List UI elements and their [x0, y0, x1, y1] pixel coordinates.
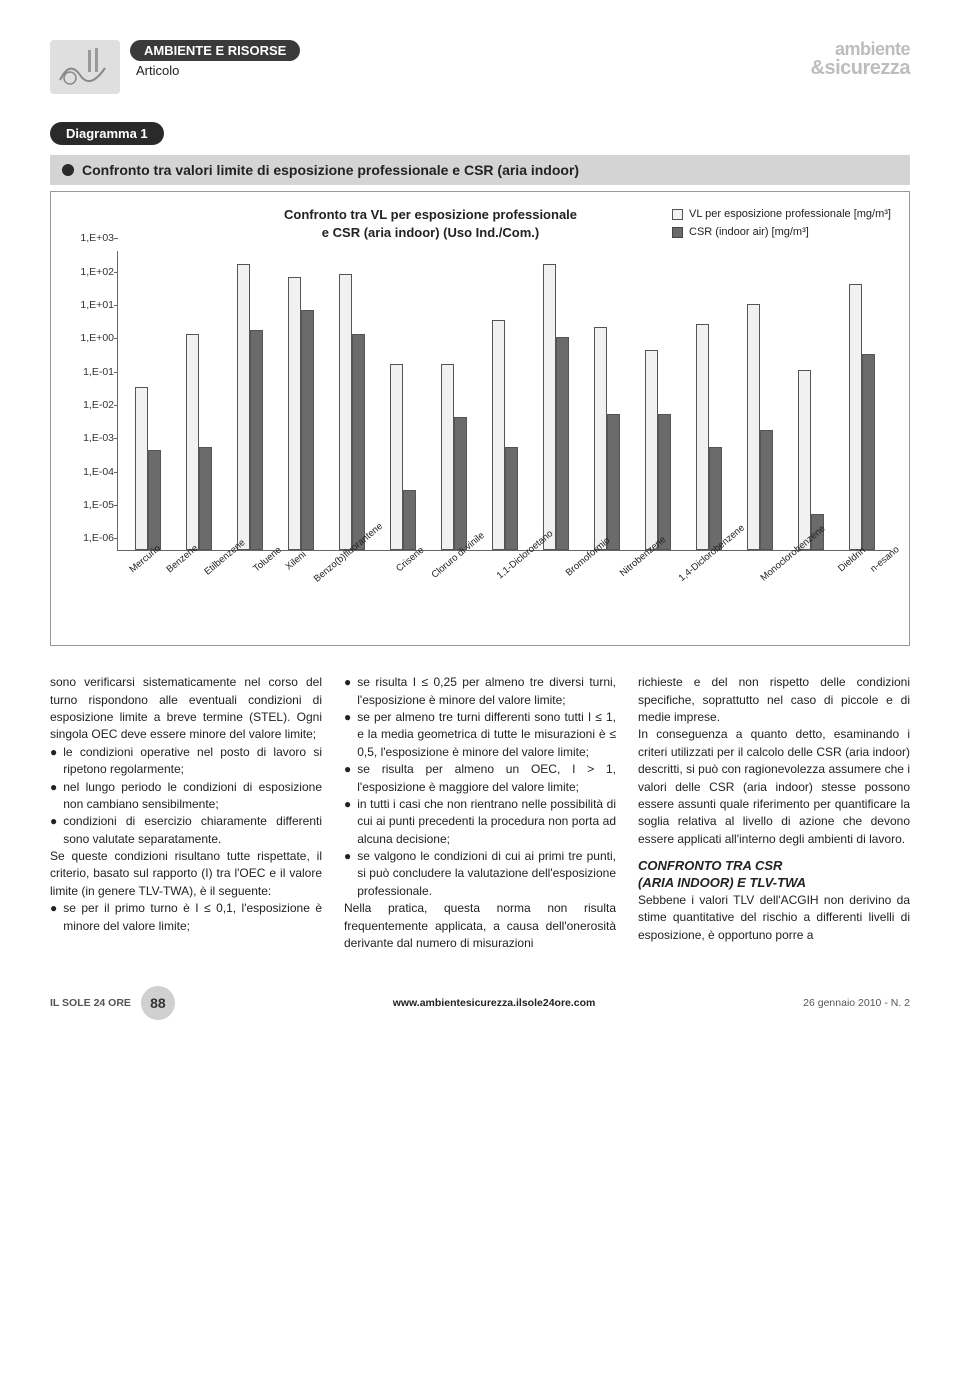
brand-logo: ambiente &sicurezza [811, 40, 911, 78]
y-tick-label: 1,E+00 [70, 332, 114, 344]
bar-vl [747, 304, 760, 551]
column-1: sono verificarsi sistematicamente nel co… [50, 674, 322, 952]
y-tick-label: 1,E-01 [70, 366, 114, 378]
bar-csr [301, 310, 314, 550]
footer-publisher: IL SOLE 24 ORE [50, 997, 131, 1009]
y-tick-label: 1,E+01 [70, 299, 114, 311]
legend-item: VL per esposizione professionale [mg/m³] [672, 206, 891, 224]
y-tick-label: 1,E-04 [70, 466, 114, 478]
bar-vl [288, 277, 301, 550]
bar-group [836, 251, 887, 550]
bar-csr [250, 330, 263, 550]
bar-group [224, 251, 275, 550]
chart-legend: VL per esposizione professionale [mg/m³]… [672, 206, 891, 241]
bar-group [479, 251, 530, 550]
bar-group [530, 251, 581, 550]
bar-group [785, 251, 836, 550]
bar-group [173, 251, 224, 550]
y-tick-label: 1,E-02 [70, 399, 114, 411]
bar-vl [135, 387, 148, 550]
bar-group [683, 251, 734, 550]
footer-url: www.ambientesicurezza.ilsole24ore.com [185, 997, 803, 1009]
bar-csr [454, 417, 467, 550]
diagram-badge: Diagramma 1 [50, 122, 164, 145]
body-text: sono verificarsi sistematicamente nel co… [50, 674, 910, 952]
bar-group [377, 251, 428, 550]
chart-container: Confronto tra VL per esposizione profess… [50, 191, 910, 646]
bar-csr [658, 414, 671, 551]
bar-vl [798, 370, 811, 550]
bar-vl [492, 320, 505, 550]
bar-vl [849, 284, 862, 551]
chart-title: Confronto tra valori limite di esposizio… [82, 162, 579, 178]
bar-vl [696, 324, 709, 551]
legend-item: CSR (indoor air) [mg/m³] [672, 224, 891, 242]
bar-vl [237, 264, 250, 551]
bar-csr [556, 337, 569, 550]
y-tick-label: 1,E+02 [70, 266, 114, 278]
bar-vl [390, 364, 403, 551]
y-tick-label: 1,E-06 [70, 532, 114, 544]
bar-vl [441, 364, 454, 551]
bar-group [275, 251, 326, 550]
bar-csr [199, 447, 212, 550]
bar-vl [339, 274, 352, 551]
footer-date: 26 gennaio 2010 - N. 2 [803, 997, 910, 1009]
page-header: AMBIENTE E RISORSE Articolo ambiente &si… [50, 40, 910, 94]
bar-group [734, 251, 785, 550]
bar-csr [352, 334, 365, 551]
bar-group [122, 251, 173, 550]
page-number: 88 [141, 986, 175, 1020]
bar-vl [594, 327, 607, 550]
chart-subtitle: Confronto tra VL per esposizione profess… [189, 206, 672, 241]
y-tick-label: 1,E+03 [70, 232, 114, 244]
header-icon [50, 40, 120, 94]
bar-csr [505, 447, 518, 550]
chart-title-bar: Confronto tra valori limite di esposizio… [50, 155, 910, 185]
bar-group [428, 251, 479, 550]
bar-csr [760, 430, 773, 550]
y-tick-label: 1,E-05 [70, 499, 114, 511]
bar-vl [645, 350, 658, 550]
bar-vl [186, 334, 199, 551]
bar-vl [543, 264, 556, 551]
y-tick-label: 1,E-03 [70, 432, 114, 444]
bar-csr [607, 414, 620, 551]
bar-group [326, 251, 377, 550]
column-3: richieste e del non rispetto delle condi… [638, 674, 910, 952]
subheading: CONFRONTO TRA CSR (ARIA INDOOR) E TLV-TW… [638, 858, 910, 892]
bullet-icon [62, 164, 74, 176]
page-footer: IL SOLE 24 ORE 88 www.ambientesicurezza.… [50, 986, 910, 1020]
category-badge: AMBIENTE E RISORSE [130, 40, 300, 61]
subcategory-label: Articolo [130, 63, 300, 78]
column-2: ●se risulta I ≤ 0,25 per almeno tre dive… [344, 674, 616, 952]
bar-csr [862, 354, 875, 551]
bar-group [581, 251, 632, 550]
chart-plot: 1,E+031,E+021,E+011,E+001,E-011,E-021,E-… [117, 251, 891, 551]
bar-csr [148, 450, 161, 550]
bar-group [632, 251, 683, 550]
